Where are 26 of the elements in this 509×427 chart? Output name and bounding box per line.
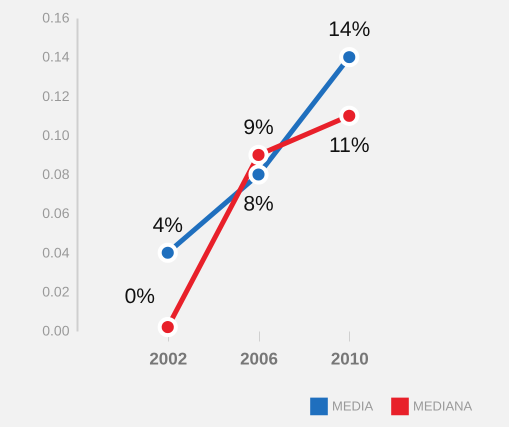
y-tick-label: 0.06 — [42, 205, 70, 222]
data-label: 8% — [243, 192, 274, 216]
x-tick-label: 2006 — [240, 350, 278, 368]
x-tick-label: 2010 — [330, 350, 369, 368]
x-tick-label: 2002 — [149, 350, 188, 368]
y-tick-label: 0.00 — [42, 322, 70, 338]
legend-label: MEDIANA — [413, 398, 473, 414]
legend-label: MEDIA — [332, 398, 374, 414]
point — [158, 317, 178, 338]
y-tick-label: 0.04 — [42, 244, 70, 260]
data-label: 4% — [152, 214, 183, 237]
data-label: 11% — [329, 134, 370, 157]
y-tick-label: 0.02 — [42, 283, 70, 300]
y-tick-label: 0.16 — [42, 10, 70, 26]
y-tick-label: 0.14 — [42, 48, 70, 65]
data-label: 14% — [328, 18, 370, 42]
point — [339, 106, 360, 126]
data-label: 9% — [243, 116, 274, 139]
point — [158, 242, 178, 263]
point — [339, 47, 360, 68]
point — [248, 144, 269, 165]
y-tick-label: 0.10 — [42, 126, 70, 143]
y-tick-label: 0.08 — [42, 166, 70, 182]
y-tick-label: 0.12 — [42, 88, 70, 104]
point — [248, 164, 269, 185]
data-label: 0% — [124, 285, 155, 308]
